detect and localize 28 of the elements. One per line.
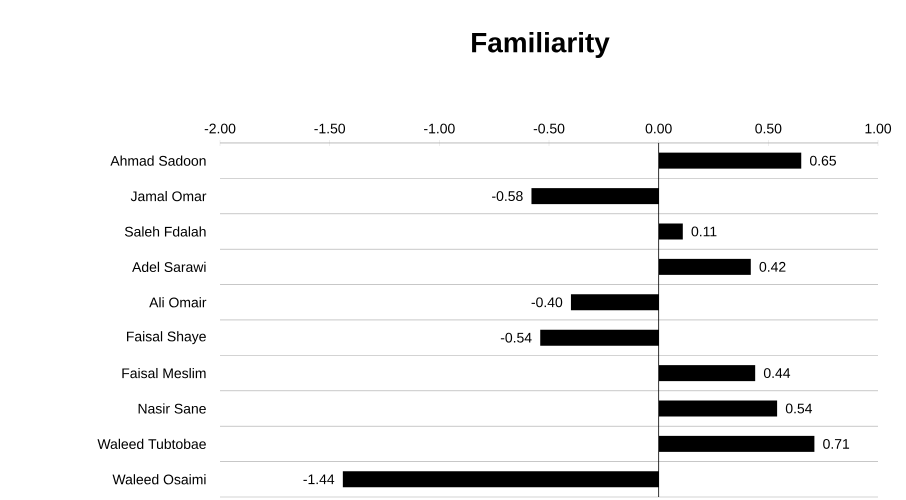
data-label: 0.65 bbox=[810, 156, 836, 166]
data-label: 0.54 bbox=[786, 404, 812, 414]
data-label: 0.44 bbox=[764, 368, 790, 378]
y-tick-label: Waleed Tubtobae bbox=[97, 438, 206, 450]
data-label: 0.71 bbox=[823, 438, 850, 449]
y-tick-label: Adel Sarawi bbox=[132, 262, 206, 272]
data-label: -0.40 bbox=[532, 297, 562, 308]
data-label: 0.11 bbox=[692, 226, 716, 236]
x-tick-label: -1.00 bbox=[424, 124, 455, 134]
data-label: -0.54 bbox=[500, 332, 532, 343]
x-tick-label: 0.50 bbox=[755, 124, 782, 134]
data-label: -0.58 bbox=[492, 191, 523, 202]
y-tick-label: Faisal Shaye bbox=[127, 331, 206, 344]
y-tick-label: Jamal Omar bbox=[130, 190, 206, 202]
data-label: 0.42 bbox=[760, 262, 786, 272]
x-tick-label: -0.50 bbox=[534, 124, 564, 134]
chart-title: Familiarity bbox=[472, 32, 610, 58]
x-tick-label: 0.00 bbox=[646, 124, 672, 134]
y-tick-label: Waleed Osaimi bbox=[112, 474, 206, 484]
y-tick-label: Ali Omair bbox=[149, 297, 206, 308]
y-tick-label: Nasir Sane bbox=[138, 403, 206, 414]
y-tick-label: Ahmad Sadoon bbox=[110, 156, 206, 166]
data-label: -1.44 bbox=[303, 474, 334, 484]
x-tick-label: -1.50 bbox=[314, 124, 346, 134]
y-tick-label: Saleh Fdalah bbox=[124, 226, 206, 237]
y-tick-label: Faisal Meslim bbox=[122, 368, 206, 378]
x-tick-label: 1.00 bbox=[866, 124, 892, 134]
x-tick-label: -2.00 bbox=[204, 124, 236, 134]
